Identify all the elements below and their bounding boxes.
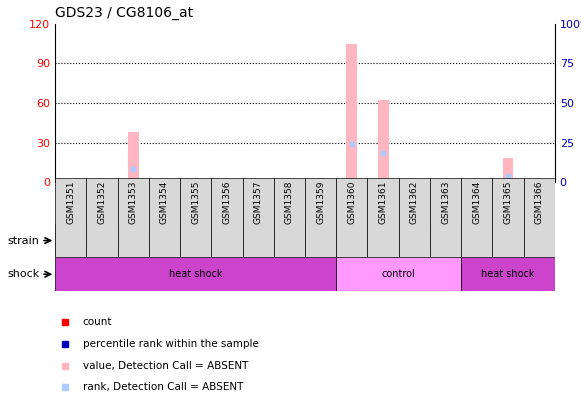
- Bar: [503, 158, 514, 182]
- Text: GSM1365: GSM1365: [504, 181, 512, 224]
- Text: strain: strain: [8, 236, 40, 246]
- Text: GSM1351: GSM1351: [66, 181, 76, 224]
- FancyBboxPatch shape: [305, 178, 336, 257]
- Text: control: control: [382, 269, 415, 279]
- Text: GSM1353: GSM1353: [129, 181, 138, 224]
- FancyBboxPatch shape: [243, 178, 274, 257]
- FancyBboxPatch shape: [523, 178, 555, 257]
- Text: wildtype: wildtype: [411, 236, 449, 245]
- FancyBboxPatch shape: [180, 224, 305, 257]
- Text: GSM1360: GSM1360: [347, 181, 356, 224]
- Text: GSM1355: GSM1355: [191, 181, 200, 224]
- FancyBboxPatch shape: [305, 224, 555, 257]
- Bar: [378, 100, 389, 182]
- FancyBboxPatch shape: [274, 178, 305, 257]
- Text: GSM1362: GSM1362: [410, 181, 419, 224]
- Text: count: count: [83, 317, 112, 327]
- FancyBboxPatch shape: [55, 257, 336, 291]
- FancyBboxPatch shape: [336, 257, 461, 291]
- FancyBboxPatch shape: [430, 178, 461, 257]
- FancyBboxPatch shape: [55, 224, 180, 257]
- FancyBboxPatch shape: [493, 178, 523, 257]
- Text: GSM1356: GSM1356: [223, 181, 231, 224]
- Text: GSM1364: GSM1364: [472, 181, 481, 224]
- FancyBboxPatch shape: [55, 178, 87, 257]
- Bar: [346, 44, 357, 182]
- FancyBboxPatch shape: [149, 178, 180, 257]
- Text: GSM1352: GSM1352: [98, 181, 106, 224]
- Text: GSM1359: GSM1359: [316, 181, 325, 224]
- FancyBboxPatch shape: [117, 178, 149, 257]
- Text: GSM1363: GSM1363: [441, 181, 450, 224]
- Text: GSM1357: GSM1357: [254, 181, 263, 224]
- FancyBboxPatch shape: [87, 178, 117, 257]
- Text: OTX2 overexpressing
mutant: OTX2 overexpressing mutant: [195, 231, 290, 250]
- Text: heat shock: heat shock: [169, 269, 223, 279]
- FancyBboxPatch shape: [336, 178, 368, 257]
- Text: GDS23 / CG8106_at: GDS23 / CG8106_at: [55, 6, 193, 20]
- Text: percentile rank within the sample: percentile rank within the sample: [83, 339, 259, 349]
- FancyBboxPatch shape: [461, 178, 493, 257]
- Text: rank, Detection Call = ABSENT: rank, Detection Call = ABSENT: [83, 382, 243, 392]
- Text: GSM1366: GSM1366: [535, 181, 544, 224]
- Text: GSM1354: GSM1354: [160, 181, 169, 224]
- FancyBboxPatch shape: [461, 257, 555, 291]
- Text: heat shock: heat shock: [481, 269, 535, 279]
- Text: GSM1358: GSM1358: [285, 181, 294, 224]
- FancyBboxPatch shape: [211, 178, 243, 257]
- FancyBboxPatch shape: [399, 178, 430, 257]
- FancyBboxPatch shape: [368, 178, 399, 257]
- Text: otd overexpressing mutant: otd overexpressing mutant: [56, 236, 179, 245]
- Bar: [128, 132, 139, 182]
- Text: shock: shock: [8, 269, 40, 279]
- Text: GSM1361: GSM1361: [379, 181, 388, 224]
- FancyBboxPatch shape: [180, 178, 211, 257]
- Text: value, Detection Call = ABSENT: value, Detection Call = ABSENT: [83, 360, 248, 371]
